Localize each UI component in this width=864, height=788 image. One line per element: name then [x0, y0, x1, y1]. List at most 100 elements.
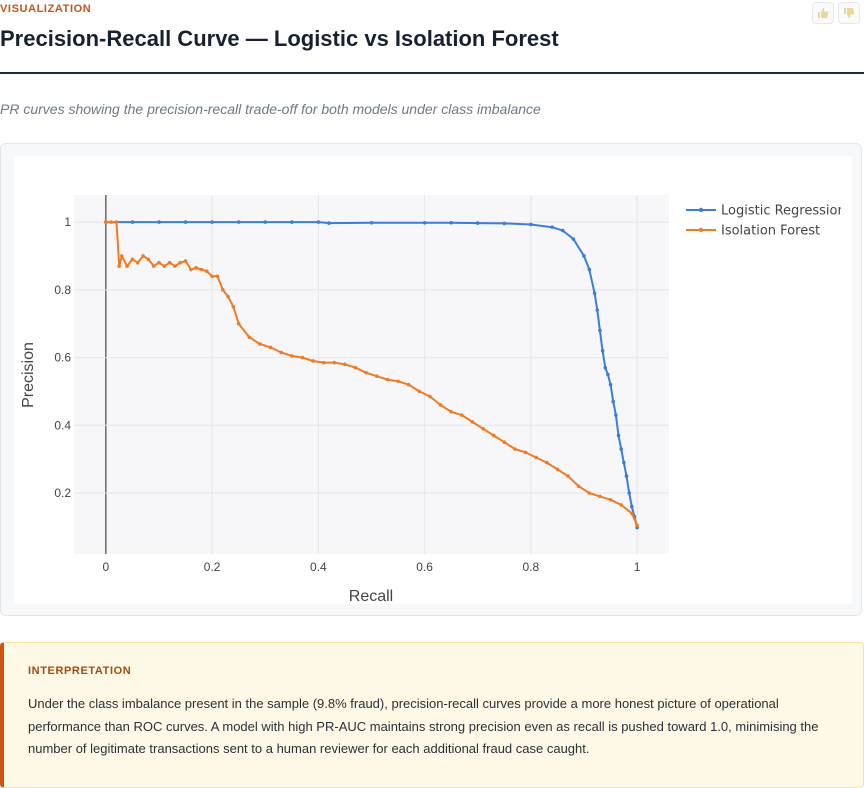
- logistic-regression-point: [263, 220, 268, 224]
- isolation-forest-series: [104, 220, 639, 528]
- logistic-regression-point: [475, 221, 480, 225]
- y-tick-label: 1: [64, 215, 71, 229]
- section-kicker: VISUALIZATION: [0, 3, 92, 15]
- isolation-forest-point: [247, 335, 252, 340]
- isolation-forest-point: [178, 260, 183, 265]
- logistic-regression-point: [316, 220, 321, 224]
- isolation-forest-point: [183, 259, 188, 263]
- isolation-forest-point: [130, 257, 135, 262]
- isolation-forest-point: [151, 264, 156, 268]
- isolation-forest-point: [104, 220, 108, 224]
- interpretation-body: Under the class imbalance present in the…: [28, 696, 819, 756]
- isolation-forest-point: [189, 267, 193, 272]
- isolation-forest-point: [199, 267, 204, 272]
- thumbs-down-button[interactable]: [838, 2, 860, 24]
- isolation-forest-point: [268, 345, 273, 350]
- isolation-forest-point: [157, 260, 161, 265]
- y-tick-label: 0.2: [54, 486, 71, 500]
- isolation-forest-point: [438, 403, 443, 407]
- page-title: Precision-Recall Curve — Logistic vs Iso…: [0, 26, 559, 51]
- legend-item-logistic-regression[interactable]: Logistic Regression: [686, 204, 846, 219]
- logistic-regression-point: [622, 460, 626, 465]
- isolation-forest-point: [449, 409, 453, 414]
- isolation-forest-point: [114, 220, 119, 224]
- isolation-forest-point: [353, 365, 358, 370]
- legend-label: Logistic Regression: [721, 204, 846, 219]
- chart-legend[interactable]: Logistic Regression Isolation Forest: [686, 204, 846, 239]
- isolation-forest-point: [236, 321, 241, 326]
- isolation-forest-point: [321, 360, 326, 365]
- y-tick-label: 0.6: [54, 351, 71, 365]
- isolation-forest-point: [502, 440, 507, 445]
- isolation-forest-point: [523, 450, 528, 455]
- isolation-forest-point: [576, 484, 581, 489]
- isolation-forest-point: [417, 389, 422, 394]
- logistic-regression-point: [449, 220, 453, 225]
- legend-marker: [698, 227, 704, 233]
- isolation-forest-point: [396, 379, 400, 384]
- logistic-regression-line: [105, 221, 639, 528]
- thumbs-up-button[interactable]: [812, 2, 834, 24]
- isolation-forest-point: [311, 359, 315, 363]
- isolation-forest-point: [167, 260, 172, 265]
- logistic-regression-point: [611, 399, 616, 404]
- isolation-forest-point: [162, 264, 167, 268]
- isolation-forest-point: [587, 491, 592, 495]
- logistic-regression-point: [598, 328, 602, 333]
- isolation-forest-point: [406, 382, 411, 387]
- logistic-regression-point: [627, 491, 631, 495]
- x-tick-label: 0: [103, 560, 110, 574]
- isolation-forest-point: [428, 394, 432, 399]
- isolation-forest-point: [300, 355, 305, 360]
- isolation-forest-point: [141, 254, 145, 258]
- legend-marker: [698, 207, 704, 213]
- isolation-forest-point: [619, 503, 623, 507]
- logistic-regression-point: [595, 308, 600, 312]
- logistic-regression-point: [560, 228, 565, 233]
- isolation-forest-point: [117, 264, 121, 268]
- pr-curve-chart: 0 0.2 0.4 0.6 0.8 1 0.2 0.4 0.6 0.8 1 Recall Preci…: [20, 195, 846, 604]
- isolation-forest-point: [226, 294, 230, 299]
- logistic-regression-point: [502, 221, 507, 226]
- x-tick-label: 0.2: [204, 560, 221, 574]
- logistic-regression-point: [369, 220, 374, 225]
- x-tick-label: 1: [634, 560, 641, 574]
- isolation-forest-point: [205, 269, 209, 274]
- logistic-regression-point: [606, 372, 610, 377]
- isolation-forest-point: [630, 511, 634, 516]
- logistic-regression-point: [210, 220, 214, 224]
- y-axis-title: Precision: [20, 342, 37, 408]
- logistic-regression-point: [614, 413, 618, 417]
- isolation-forest-point: [364, 371, 368, 375]
- title-divider: [0, 72, 864, 74]
- interpretation-title: INTERPRETATION: [28, 665, 132, 677]
- x-tick-label: 0.4: [310, 560, 327, 574]
- isolation-forest-point: [332, 360, 337, 365]
- logistic-regression-point: [290, 220, 294, 224]
- thumbs-down-icon: [844, 8, 855, 18]
- isolation-forest-point: [343, 362, 347, 367]
- legend-item-isolation-forest[interactable]: Isolation Forest: [686, 224, 820, 239]
- logistic-regression-point: [603, 365, 608, 370]
- isolation-forest-point: [231, 304, 236, 309]
- logistic-regression-point: [616, 433, 621, 438]
- isolation-forest-point: [290, 354, 294, 358]
- isolation-forest-point: [635, 523, 639, 528]
- logistic-regression-point: [422, 220, 427, 225]
- isolation-forest-point: [481, 426, 485, 431]
- chart-card: 0 0.2 0.4 0.6 0.8 1 0.2 0.4 0.6 0.8 1 Recall Preci…: [0, 143, 862, 616]
- isolation-forest-point: [460, 413, 464, 417]
- isolation-forest-point: [545, 460, 549, 465]
- isolation-forest-point: [146, 257, 151, 262]
- isolation-forest-point: [375, 374, 379, 378]
- isolation-forest-point: [608, 498, 613, 502]
- isolation-forest-point: [125, 264, 129, 268]
- isolation-forest-point: [135, 260, 140, 265]
- isolation-forest-point: [120, 254, 124, 258]
- isolation-forest-point: [555, 467, 560, 472]
- isolation-forest-point: [534, 455, 538, 460]
- isolation-forest-point: [194, 266, 198, 270]
- x-tick-label: 0.6: [416, 560, 433, 574]
- chart-subtitle: PR curves showing the precision-recall t…: [0, 101, 541, 117]
- isolation-forest-point: [470, 420, 475, 424]
